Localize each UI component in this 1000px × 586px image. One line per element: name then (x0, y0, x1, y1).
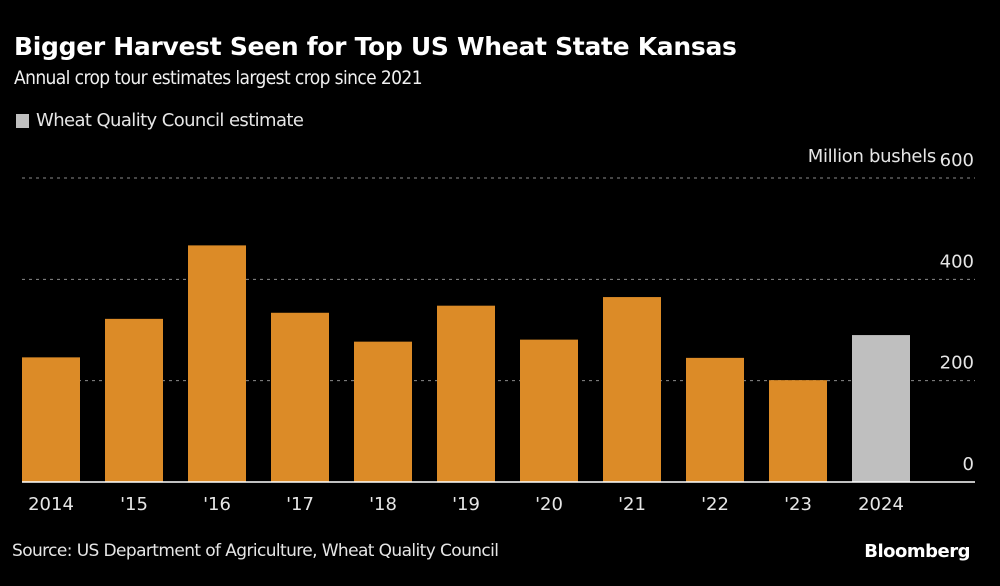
x-tick-label: '18 (369, 494, 397, 515)
y-axis-unit-label: Million bushels (807, 146, 937, 167)
chart-subtitle: Annual crop tour estimates largest crop … (14, 67, 423, 89)
legend-label-estimate: Wheat Quality Council estimate (36, 110, 304, 131)
x-axis-ticks: 2014 '15 '16 '17 '18 '19 '20 '21 '22 '23 2024 (28, 494, 904, 515)
bar-18 (354, 341, 412, 482)
bar-2024 (852, 335, 910, 482)
bar-19 (437, 305, 495, 482)
x-tick-label: 2014 (28, 494, 74, 515)
bar-2014 (22, 357, 80, 482)
bloomberg-logo: Bloomberg (864, 541, 970, 562)
bar-15 (105, 318, 163, 482)
bar-16 (188, 245, 246, 482)
source-note: Source: US Department of Agriculture, Wh… (12, 541, 499, 561)
x-tick-label: '16 (203, 494, 231, 515)
x-tick-label: 2024 (858, 494, 904, 515)
bar-22 (686, 357, 744, 482)
x-tick-label: '23 (784, 494, 812, 515)
x-tick-label: '22 (701, 494, 729, 515)
x-tick-label: '19 (452, 494, 480, 515)
y-tick-label: 200 (940, 353, 974, 374)
bars (22, 245, 910, 482)
x-tick-label: '21 (618, 494, 646, 515)
gridlines (22, 177, 975, 382)
x-tick-label: '20 (535, 494, 563, 515)
y-axis-ticks: 0 200 400 600 (940, 150, 974, 475)
legend: Wheat Quality Council estimate (16, 110, 304, 131)
bar-20 (520, 339, 578, 482)
y-tick-label: 400 (940, 251, 974, 272)
legend-swatch-estimate (16, 113, 29, 128)
y-tick-label: 0 (963, 454, 974, 475)
chart-title: Bigger Harvest Seen for Top US Wheat Sta… (14, 32, 737, 61)
x-tick-label: '15 (120, 494, 148, 515)
bar-17 (271, 312, 329, 482)
x-tick-label: '17 (286, 494, 314, 515)
bar-23 (769, 380, 827, 482)
y-tick-label: 600 (940, 150, 974, 171)
bar-21 (603, 297, 661, 482)
